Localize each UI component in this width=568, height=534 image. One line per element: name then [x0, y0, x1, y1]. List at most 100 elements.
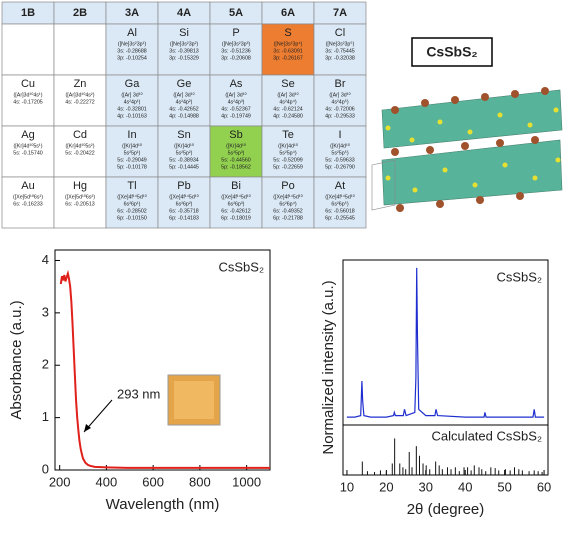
element-info: ([Kr]4d¹⁰ [122, 143, 142, 149]
element-info: 6s²6p²) [176, 201, 193, 207]
element-symbol: Sb [229, 129, 242, 141]
header-label: 6A [281, 7, 295, 19]
element-cell [209, 125, 263, 178]
element-symbol: Zn [74, 78, 87, 90]
element-info: ([Kr]4d¹⁰ [278, 143, 298, 149]
element-cell [261, 176, 315, 229]
element-symbol: Se [281, 78, 294, 90]
y-axis-label: Normalized intensity (a.u.) [320, 280, 337, 454]
element-info: 4s: -0.17205 [13, 99, 43, 105]
element-info: 6s: -0.16233 [13, 201, 43, 207]
element-info: 5p: -0.26790 [325, 164, 355, 170]
element-cell [209, 176, 263, 229]
x-tick-label: 10 [340, 479, 354, 494]
element-info: ([Xe]4f¹⁴5d¹⁰ [325, 194, 354, 200]
element-info: 4s: -0.62124 [273, 106, 303, 112]
element-info: 5p: -0.14445 [169, 164, 199, 170]
x-tick-label: 200 [49, 474, 71, 489]
header-label: 4A [177, 7, 191, 19]
element-symbol: Br [335, 78, 346, 90]
element-info: 4s: -0.22272 [65, 99, 95, 105]
element-info: ([Xe]4f¹⁴5d¹⁰ [273, 194, 302, 200]
element-info: 4s²4p²) [176, 99, 193, 105]
element-info: 5s: -0.29049 [117, 157, 147, 163]
element-symbol: Ge [177, 78, 192, 90]
plot-frame [342, 259, 549, 426]
y-tick-label: 2 [42, 357, 49, 372]
data-line [346, 267, 545, 418]
element-cell [1, 74, 55, 127]
element-cell [53, 74, 107, 127]
element-info: 5s²5p³) [228, 150, 245, 156]
element-cell [261, 125, 315, 178]
element-info: ([Ar] 3d¹⁰ [225, 92, 246, 98]
element-info: ([Ar] 3d¹⁰ [277, 92, 298, 98]
element-info: 3s: -0.28688 [117, 48, 147, 54]
element-info: 6p: -0.10150 [117, 215, 147, 221]
element-info: 6s: -0.20513 [65, 201, 95, 207]
element-info: 6s: -0.42612 [221, 208, 251, 214]
element-info: 6s²6p⁴) [279, 201, 297, 207]
element-info: 4p: -0.24580 [273, 113, 303, 119]
chart-label: Calculated CsSbS₂ [431, 428, 542, 443]
element-info: 6p: -0.18019 [221, 215, 251, 221]
element-symbol: Te [282, 129, 294, 141]
element-cell [313, 23, 367, 76]
plot-frame [342, 424, 549, 476]
crystal-structure [371, 87, 563, 212]
arrow-head [84, 424, 91, 432]
element-info: 4s²4p⁵) [331, 99, 348, 105]
element-info: ([Ar] 3d¹⁰ [173, 92, 194, 98]
element-info: 5p: -0.22659 [273, 164, 303, 170]
x-tick-label: 50 [497, 479, 511, 494]
element-info: 5s: -0.44560 [221, 157, 251, 163]
label-box [411, 37, 493, 67]
element-info: ([Ar]3d¹⁰4s²) [66, 92, 95, 98]
element-info: 6s: -0.35718 [169, 208, 199, 214]
element-info: 4p: -0.29533 [325, 113, 355, 119]
element-info: 4p: -0.14988 [169, 113, 199, 119]
element-symbol: P [232, 27, 239, 39]
element-symbol: Si [179, 27, 189, 39]
element-symbol: Al [127, 27, 137, 39]
element-cell [209, 74, 263, 127]
element-cell [157, 176, 211, 229]
element-info: ([Ar] 3d¹⁰ [121, 92, 142, 98]
element-info: ([Ne]3s²3p²) [170, 41, 198, 47]
element-info: 3s: -0.51236 [221, 48, 251, 54]
element-info: 3s: -0.75445 [325, 48, 355, 54]
element-symbol: Bi [231, 180, 241, 192]
element-info: ([Xe]5d¹⁰6s²) [65, 194, 95, 200]
x-axis-label: 2θ (degree) [407, 501, 485, 518]
element-symbol: S [284, 27, 291, 39]
element-symbol: Tl [127, 180, 136, 192]
x-tick-label: 1000 [232, 474, 261, 489]
element-info: 3p: -0.15329 [169, 55, 199, 61]
element-info: 5s: -0.20422 [65, 150, 95, 156]
structure-label: CsSbS₂ [426, 44, 477, 60]
element-info: 6p: -0.21788 [273, 215, 303, 221]
element-cell [105, 74, 159, 127]
element-cell [157, 74, 211, 127]
element-symbol: Hg [73, 180, 87, 192]
element-cell [261, 74, 315, 127]
element-info: ([Kr]4d¹⁰ [330, 143, 350, 149]
element-info: ([Kr]4d¹⁰ [226, 143, 246, 149]
element-info: 5s: -0.38934 [169, 157, 199, 163]
element-cell [53, 125, 107, 178]
element-info: 6s²6p³) [228, 201, 245, 207]
element-info: ([Xe]5d¹⁰6s¹) [13, 194, 43, 200]
header-label: 1B [21, 7, 35, 19]
y-axis-label: Absorbance (a.u.) [8, 300, 25, 419]
element-info: 3s: -0.39813 [169, 48, 199, 54]
element-info: 5s²5p²) [176, 150, 193, 156]
element-cell [157, 125, 211, 178]
element-cell [53, 23, 107, 76]
element-info: 6s: -0.49352 [273, 208, 303, 214]
element-info: 5p: -0.10178 [117, 164, 147, 170]
element-info: 5p: -0.18562 [221, 164, 251, 170]
element-info: ([Ne]3s²3p¹) [118, 41, 146, 47]
element-cell [1, 23, 55, 76]
x-tick-label: 60 [537, 479, 551, 494]
